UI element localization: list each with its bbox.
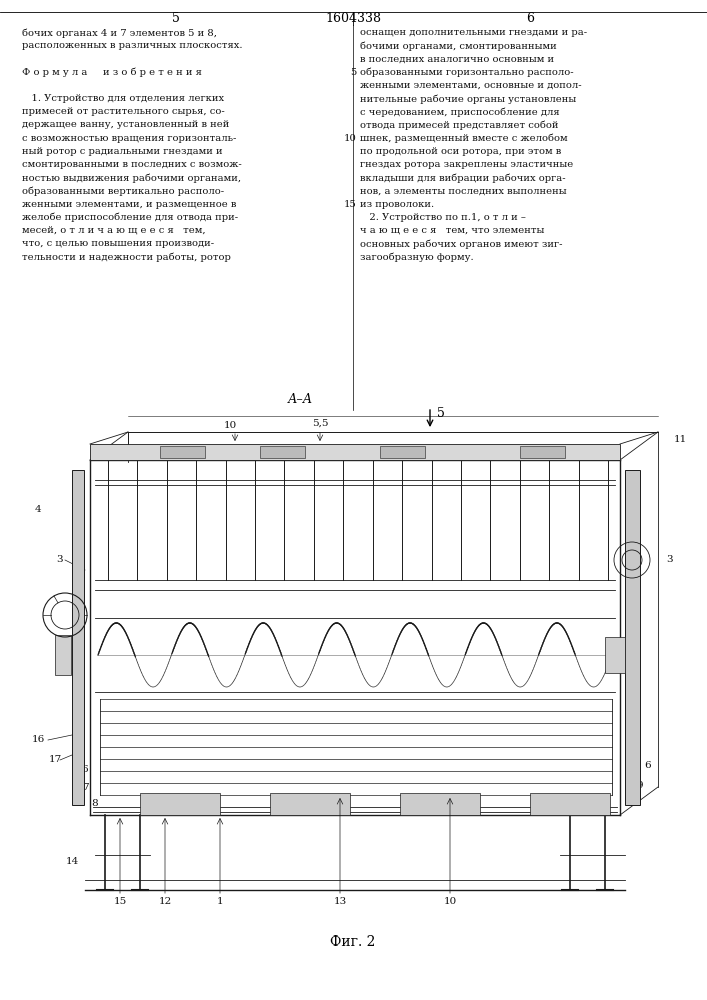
Text: 6: 6 [526,11,534,24]
Text: 1. Устройство для отделения легких: 1. Устройство для отделения легких [22,94,224,103]
Text: ностью выдвижения рабочими органами,: ностью выдвижения рабочими органами, [22,173,241,183]
Text: шнек, размещенный вместе с желобом: шнек, размещенный вместе с желобом [360,134,568,143]
Text: ный ротор с радиальными гнездами и: ный ротор с радиальными гнездами и [22,147,223,156]
Text: 13: 13 [334,898,346,906]
Text: с возможностью вращения горизонталь-: с возможностью вращения горизонталь- [22,134,236,143]
Text: 5,5: 5,5 [312,418,328,428]
Text: 1: 1 [216,898,223,906]
Text: 6: 6 [82,766,88,774]
Text: основных рабочих органов имеют зиг-: основных рабочих органов имеют зиг- [360,239,563,249]
Text: 4: 4 [35,506,41,514]
Text: 10: 10 [443,898,457,906]
Text: 8: 8 [92,798,98,808]
Text: загообразную форму.: загообразную форму. [360,252,474,262]
Bar [520,446,565,458]
Text: Фиг. 2: Фиг. 2 [330,935,375,949]
Text: держащее ванну, установленный в ней: держащее ванну, установленный в ней [22,120,229,129]
Text: 14: 14 [65,857,78,866]
Text: месей, о т л и ч а ю щ е е с я   тем,: месей, о т л и ч а ю щ е е с я тем, [22,226,206,235]
Text: 6: 6 [645,760,651,770]
Text: 15: 15 [344,200,357,209]
Text: А–А: А–А [287,393,312,406]
Text: отвода примесей представляет собой: отвода примесей представляет собой [360,120,559,130]
Bar [605,637,625,673]
Bar [90,444,620,460]
Bar [72,470,84,805]
Text: женными элементами, и размещенное в: женными элементами, и размещенное в [22,200,236,209]
Text: 3: 3 [667,556,673,564]
Text: нов, а элементы последних выполнены: нов, а элементы последних выполнены [360,186,566,195]
Text: образованными горизонтально располо-: образованными горизонтально располо- [360,68,573,77]
Bar [270,793,350,815]
Text: 17: 17 [48,756,62,764]
Text: с чередованием, приспособление для: с чередованием, приспособление для [360,107,560,117]
Text: 1604338: 1604338 [325,11,381,24]
Text: смонтированными в последних с возмож-: смонтированными в последних с возмож- [22,160,242,169]
Bar [140,793,220,815]
Text: 7: 7 [82,782,88,792]
Text: образованными вертикально располо-: образованными вертикально располо- [22,186,224,196]
Text: 5: 5 [437,407,445,420]
Text: желобе приспособление для отвода при-: желобе приспособление для отвода при- [22,213,238,222]
Bar [530,793,610,815]
Text: что, с целью повышения производи-: что, с целью повышения производи- [22,239,214,248]
Text: расположенных в различных плоскостях.: расположенных в различных плоскостях. [22,41,243,50]
Text: 10: 10 [344,134,357,143]
Text: вкладыши для вибрации рабочих орга-: вкладыши для вибрации рабочих орга- [360,173,566,183]
Bar [380,446,425,458]
Bar [625,470,640,805]
Bar [55,635,71,675]
Text: женными элементами, основные и допол-: женными элементами, основные и допол- [360,81,582,90]
Text: 5: 5 [351,68,357,77]
Text: 3: 3 [57,556,64,564]
Text: 15: 15 [113,898,127,906]
Text: 9: 9 [637,780,643,790]
Bar [400,793,480,815]
Text: 10: 10 [223,420,237,430]
Text: примесей от растительного сырья, со-: примесей от растительного сырья, со- [22,107,225,116]
Text: бочими органами, смонтированными: бочими органами, смонтированными [360,41,556,51]
Text: в последних аналогично основным и: в последних аналогично основным и [360,54,554,63]
Text: бочих органах 4 и 7 элементов 5 и 8,: бочих органах 4 и 7 элементов 5 и 8, [22,28,217,37]
Bar [260,446,305,458]
Text: 11: 11 [673,436,686,444]
Text: 16: 16 [31,736,45,744]
Text: 12: 12 [158,898,172,906]
Text: Ф о р м у л а     и з о б р е т е н и я: Ф о р м у л а и з о б р е т е н и я [22,68,202,77]
Text: тельности и надежности работы, ротор: тельности и надежности работы, ротор [22,252,231,262]
Text: ч а ю щ е е с я   тем, что элементы: ч а ю щ е е с я тем, что элементы [360,226,544,235]
Bar [160,446,205,458]
Text: нительные рабочие органы установлены: нительные рабочие органы установлены [360,94,576,104]
Text: 2. Устройство по п.1, о т л и –: 2. Устройство по п.1, о т л и – [360,213,526,222]
Text: по продольной оси ротора, при этом в: по продольной оси ротора, при этом в [360,147,561,156]
Text: оснащен дополнительными гнездами и ра-: оснащен дополнительными гнездами и ра- [360,28,587,37]
Text: гнездах ротора закреплены эластичные: гнездах ротора закреплены эластичные [360,160,573,169]
Text: 5: 5 [172,11,180,24]
Text: из проволоки.: из проволоки. [360,200,434,209]
